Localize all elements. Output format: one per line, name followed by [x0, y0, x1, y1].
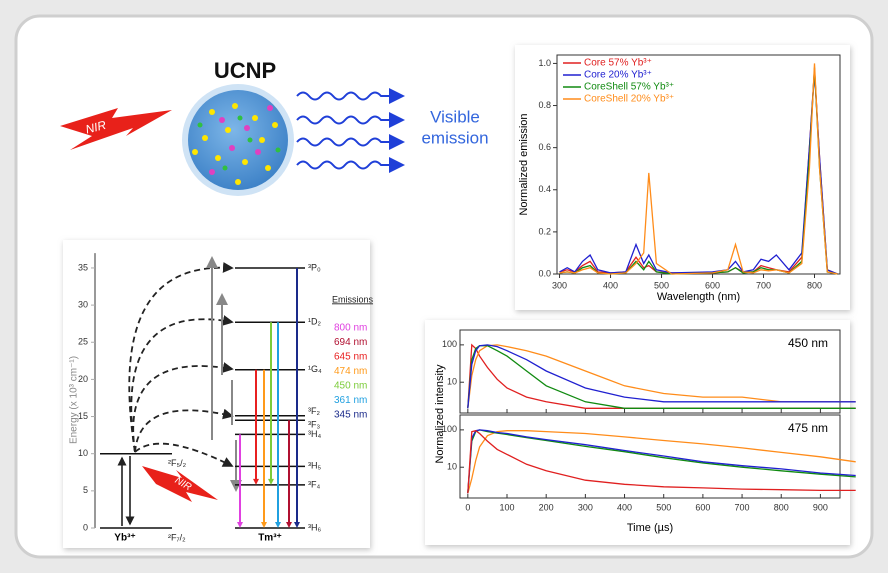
nanoparticle	[188, 90, 288, 190]
x-tick-label: 500	[654, 280, 669, 290]
arrow-head	[286, 522, 292, 528]
plot-frame	[556, 54, 841, 275]
y-axis-label: Normalized intensity	[434, 364, 446, 464]
dopants	[192, 103, 281, 185]
tm-level-label: ³F₃	[308, 420, 320, 430]
y-tick-label: 10	[447, 377, 457, 387]
x-tick-label: 0	[465, 502, 470, 512]
series-line	[467, 430, 856, 494]
emission-label: emission	[421, 128, 488, 147]
legend-label: CoreShell 57% Yb³⁺	[584, 82, 674, 93]
relaxation-arrows	[206, 256, 242, 492]
legend-label: 345 nm	[334, 410, 367, 421]
legend-label: CoreShell 20% Yb³⁺	[584, 94, 674, 105]
legend-title: Emissions	[332, 294, 374, 304]
ucnp-title: UCNP	[214, 58, 276, 83]
x-tick-label: 800	[807, 280, 822, 290]
emission-waves	[296, 88, 405, 173]
tm-level-label: ³F₄	[308, 479, 320, 489]
ucnp-illustration: NIR UCNP Visible emission	[60, 58, 489, 196]
legend-label: 645 nm	[334, 352, 367, 363]
nir-bolt	[142, 466, 218, 502]
y-tick-label: 20	[78, 374, 88, 384]
series-line	[467, 344, 856, 409]
x-tick-label: 900	[813, 502, 828, 512]
x-axis-label: Wavelength (nm)	[657, 291, 740, 303]
arrow-head	[275, 522, 281, 528]
tm-level-label: ¹G₄	[308, 364, 322, 374]
y-tick-label: 0.2	[538, 226, 551, 236]
yb-arrows	[117, 456, 135, 526]
legend-label: 800 nm	[334, 323, 367, 334]
tm-level-label: ³P₀	[308, 262, 321, 272]
y-tick-label: 100	[442, 339, 457, 349]
x-tick-label: 300	[578, 502, 593, 512]
legend-label: 694 nm	[334, 337, 367, 348]
y-tick-label: 1.0	[538, 58, 551, 68]
y-tick-label: 0.8	[538, 100, 551, 110]
y-tick-label: 0.4	[538, 184, 551, 194]
series-line	[467, 344, 856, 409]
y-axis-label: Energy (x 10³ cm⁻¹)	[69, 356, 80, 444]
legend-label: 450 nm	[334, 381, 367, 392]
x-axis-label: Time (µs)	[627, 522, 673, 534]
x-tick-label: 700	[735, 502, 750, 512]
plot-frame	[459, 414, 841, 499]
arrow-head	[237, 522, 243, 528]
legend-label: 361 nm	[334, 395, 367, 406]
tm-level-label: ³F₂	[308, 406, 320, 416]
y-tick-label: 0	[83, 522, 88, 532]
plot-frame	[459, 329, 841, 414]
y-tick-label: 10	[78, 448, 88, 458]
tm-level-label: ³H₄	[308, 429, 321, 439]
series-line	[467, 430, 856, 494]
x-tick-label: 200	[539, 502, 554, 512]
yb-level-label: ²F₅/₂	[168, 458, 187, 468]
x-tick-label: 500	[656, 502, 671, 512]
tm-level-label: ³H₅	[308, 461, 321, 471]
y-tick-label: 5	[83, 485, 88, 495]
y-tick-label: 15	[78, 411, 88, 421]
y-tick-label: 100	[442, 424, 457, 434]
x-tick-label: 100	[499, 502, 514, 512]
arrow-head	[294, 522, 300, 528]
y-tick-label: 30	[78, 299, 88, 309]
tm-level-label: ¹D₂	[308, 317, 321, 327]
tm-level-label: ³H₆	[308, 522, 321, 532]
series-line	[559, 63, 838, 275]
tm-label: Tm³⁺	[258, 533, 282, 544]
x-tick-label: 300	[552, 280, 567, 290]
y-tick-label: 0.6	[538, 142, 551, 152]
arrow-head	[261, 522, 267, 528]
y-tick-label: 25	[78, 337, 88, 347]
x-tick-label: 600	[705, 280, 720, 290]
yb-level-label: ²F₇/₂	[168, 532, 186, 542]
panel-label: 450 nm	[788, 336, 828, 350]
series-line	[467, 429, 856, 494]
arrow-head	[253, 478, 259, 485]
x-tick-label: 400	[617, 502, 632, 512]
panel-label: 475 nm	[788, 421, 828, 435]
nir-label: NIR	[84, 118, 108, 137]
energy-panel	[63, 240, 370, 548]
x-tick-label: 600	[695, 502, 710, 512]
legend-label: 474 nm	[334, 366, 367, 377]
legend-label: Core 57% Yb³⁺	[584, 58, 652, 69]
yb-label: Yb³⁺	[114, 533, 135, 544]
emission-label: Visible	[430, 107, 480, 126]
y-tick-label: 35	[78, 262, 88, 272]
y-axis-label: Normalized emission	[518, 113, 530, 215]
nir-bolt	[60, 108, 172, 150]
arrow-head	[268, 478, 274, 485]
y-tick-label: 0.0	[538, 268, 551, 278]
x-tick-label: 400	[603, 280, 618, 290]
y-tick-label: 10	[447, 462, 457, 472]
x-tick-label: 700	[756, 280, 771, 290]
legend-label: Core 20% Yb³⁺	[584, 70, 652, 81]
x-tick-label: 800	[774, 502, 789, 512]
